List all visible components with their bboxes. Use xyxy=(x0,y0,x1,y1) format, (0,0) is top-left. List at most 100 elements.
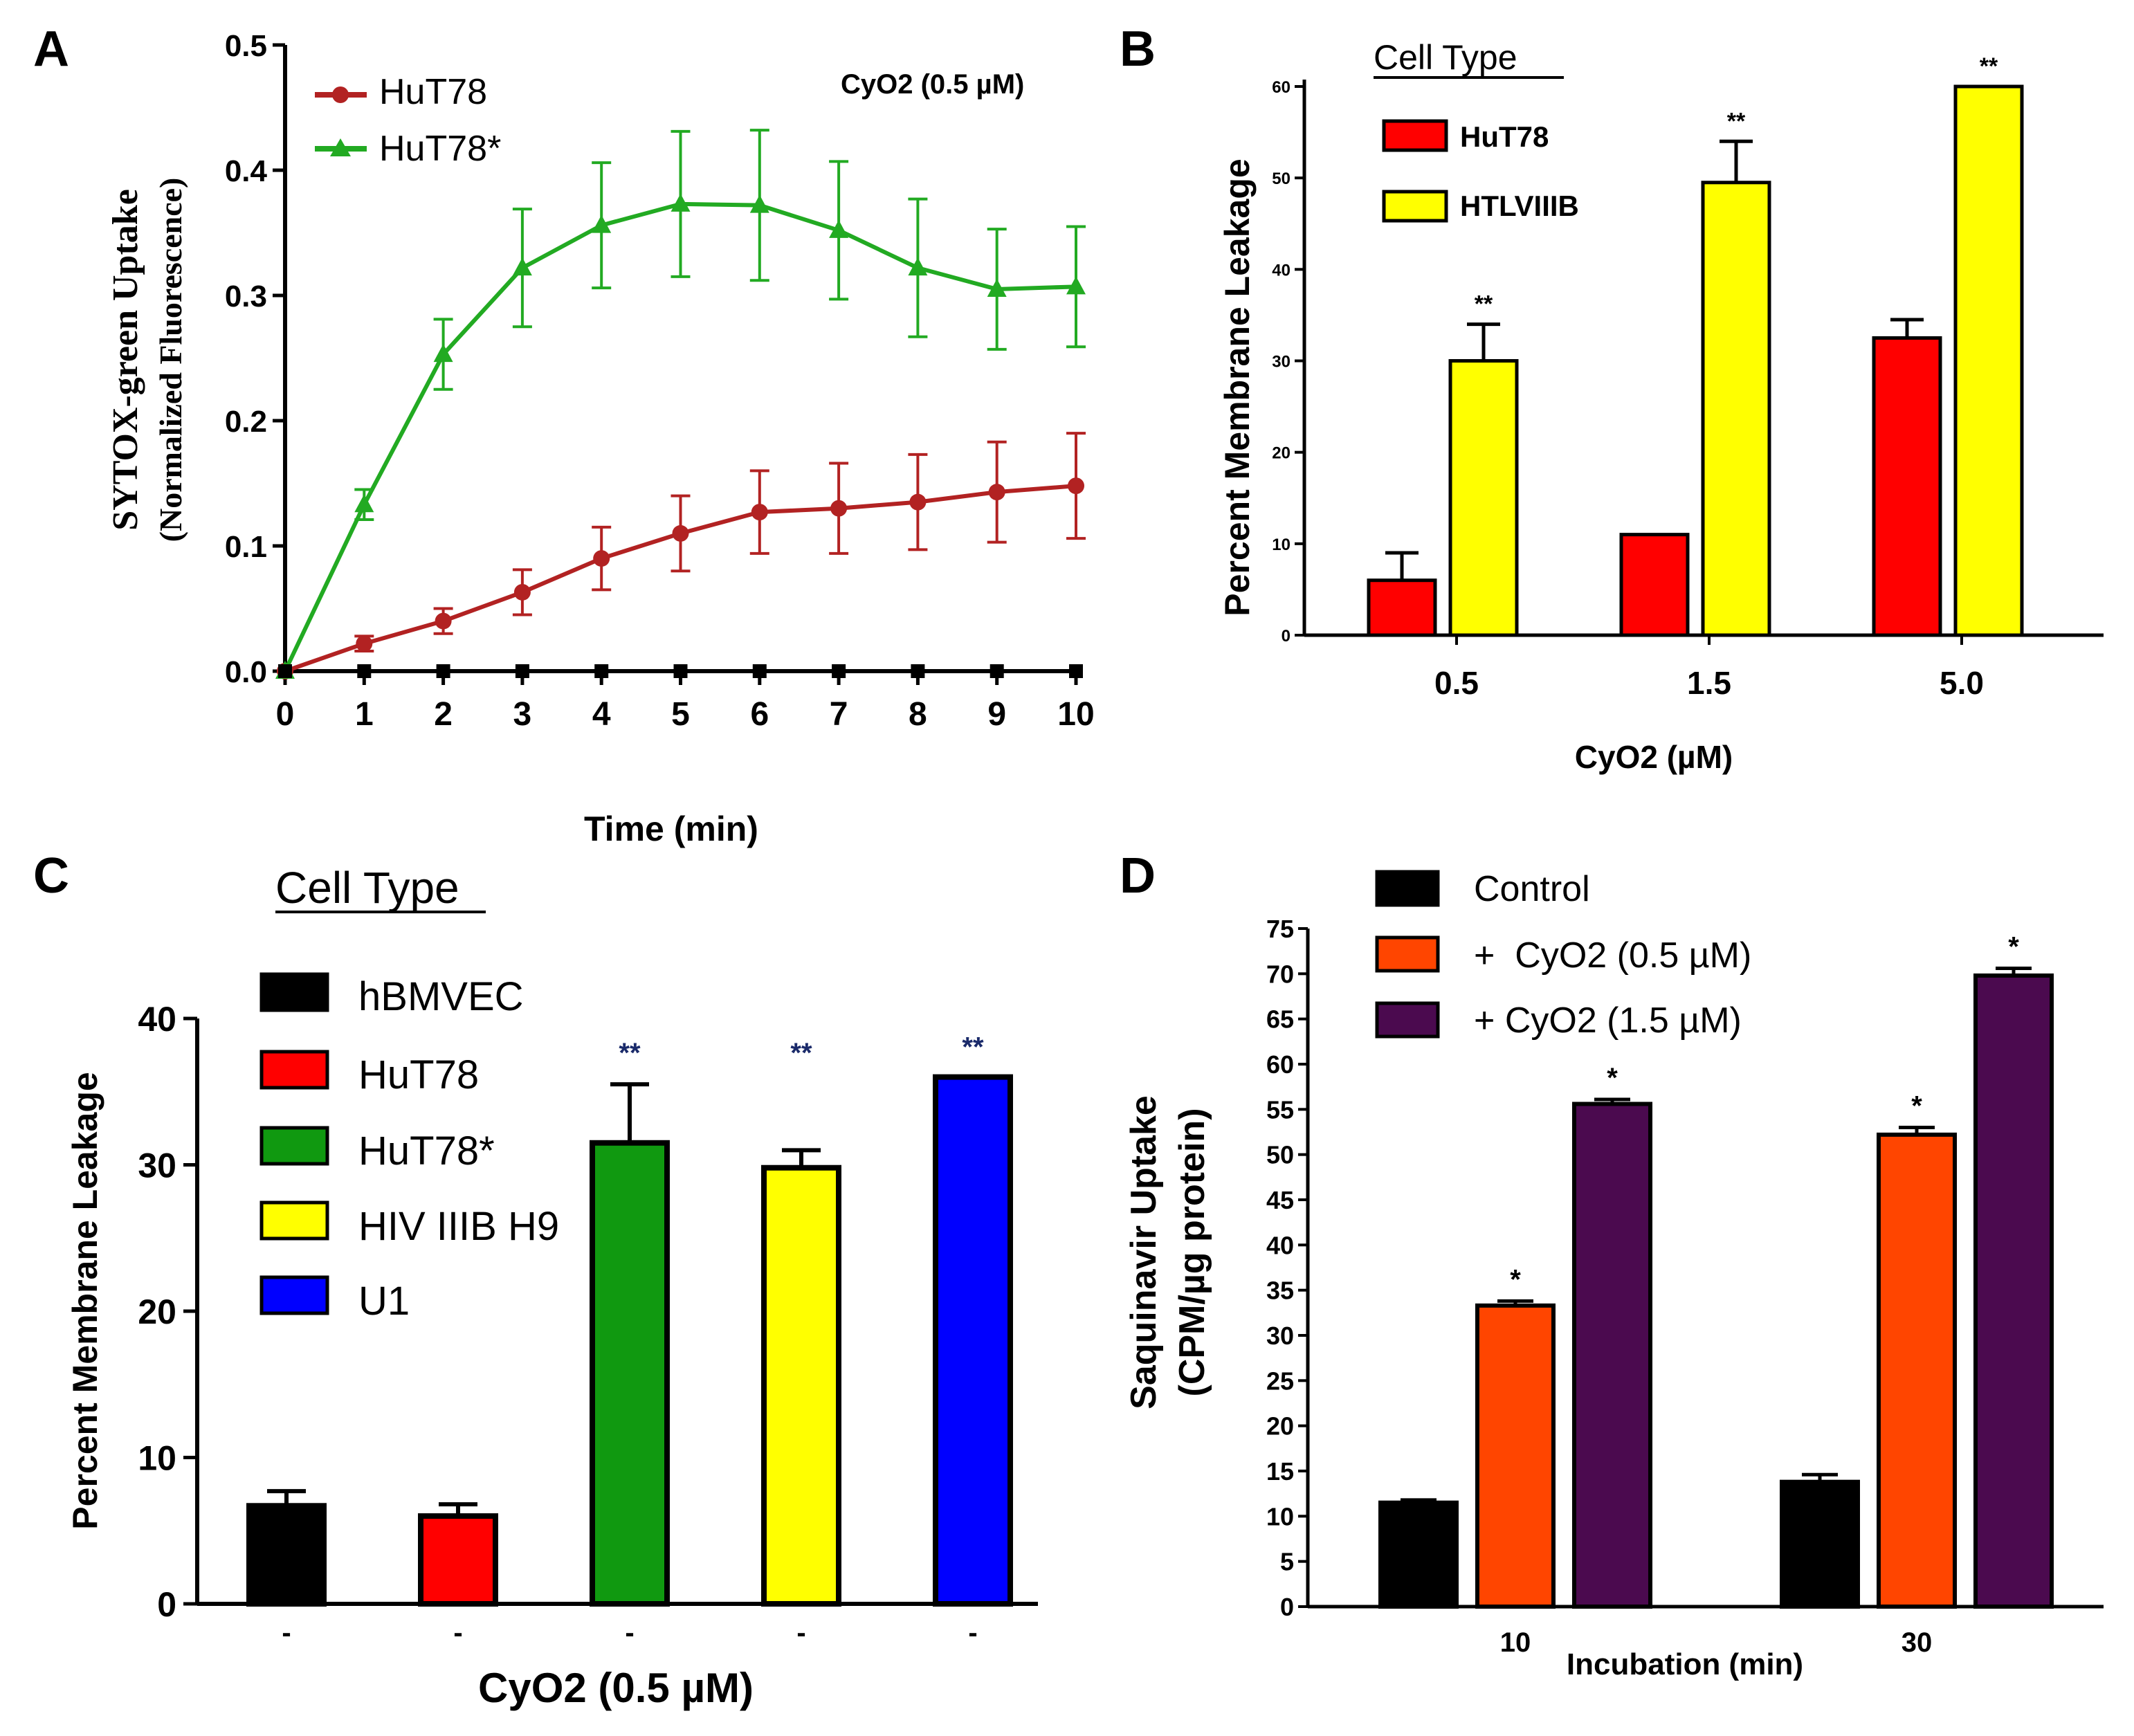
c-significance: ** xyxy=(790,1038,812,1068)
a-point-baseline xyxy=(832,664,846,678)
d-ytick-label: 15 xyxy=(1266,1457,1294,1486)
panel-c-bar-chart: Percent Membrane Leakage CyO2 (0.5 µM) C… xyxy=(66,863,1038,1711)
a-ytick-label: 0.1 xyxy=(225,530,267,564)
d-ytick-label: 10 xyxy=(1266,1502,1294,1531)
c-xtick-label: - xyxy=(625,1618,634,1648)
d-ytick-label: 5 xyxy=(1280,1548,1294,1576)
c-significance: ** xyxy=(962,1032,984,1063)
legend-d-cyo2-high-swatch xyxy=(1375,1001,1440,1039)
c-xtick-label: - xyxy=(796,1618,805,1648)
a-point-baseline xyxy=(990,664,1004,678)
legend-hut78-label: HuT78 xyxy=(379,72,487,112)
legend-d-cyo2-high-label: + CyO2 (1.5 µM) xyxy=(1474,1001,1742,1041)
legend-hut78star-label: HuT78* xyxy=(379,129,501,169)
b-bar-htlviiib xyxy=(1448,359,1519,637)
d-significance: * xyxy=(1911,1090,1922,1121)
a-point-hut78 xyxy=(513,583,531,601)
panel-d-ylabel2: (CPM/µg protein) xyxy=(1172,1108,1212,1396)
d-ytick-label: 35 xyxy=(1266,1277,1294,1305)
d-ytick-label: 75 xyxy=(1266,915,1294,943)
a-point-hut78star xyxy=(908,257,928,276)
a-xtick-label: 9 xyxy=(987,696,1006,733)
d-significance: * xyxy=(2008,931,2019,962)
panel-c-legend-title: Cell Type xyxy=(275,863,459,913)
c-xtick-label: - xyxy=(282,1618,291,1648)
panel-d-ylabel: Saquinavir Uptake xyxy=(1124,1095,1164,1409)
legend-hut78-marker xyxy=(332,86,349,103)
legend-c-hut78-label: HuT78 xyxy=(358,1052,479,1097)
a-point-baseline xyxy=(1069,664,1083,678)
panel-c-xlabel: CyO2 (0.5 µM) xyxy=(478,1665,754,1711)
panel-b-legend: Cell Type HuT78 HTLVIIIB xyxy=(1374,38,1579,223)
b-bar-htlviiib xyxy=(1953,84,2024,637)
d-significance: * xyxy=(1607,1063,1618,1093)
b-ytick-label: 50 xyxy=(1272,170,1291,188)
a-xtick-label: 6 xyxy=(750,696,769,733)
panel-label-d: D xyxy=(1120,848,1156,904)
b-significance: ** xyxy=(1980,53,1998,80)
a-point-hut78 xyxy=(988,484,1005,501)
legend-b-htlv-label: HTLVIIIB xyxy=(1460,190,1579,222)
panel-a-annotation: CyO2 (0.5 µM) xyxy=(841,69,1024,100)
d-bar-cyo2-0-5 xyxy=(1877,1132,1957,1609)
b-ytick-label: 60 xyxy=(1272,78,1291,97)
a-point-baseline xyxy=(436,664,450,678)
c-bar-hut78 xyxy=(418,1513,498,1607)
d-bar-cyo2-1-5 xyxy=(1572,1102,1652,1609)
panel-d-legend: Control + CyO2 (0.5 µM) + CyO2 (1.5 µM) xyxy=(1375,869,1751,1041)
b-bar-hut78 xyxy=(1367,578,1437,637)
a-xtick-label: 4 xyxy=(592,696,611,733)
panel-a-ylabel2: (Normalized Fluorescence) xyxy=(153,178,188,542)
b-ytick-label: 30 xyxy=(1272,353,1291,372)
legend-b-hut78-swatch xyxy=(1382,119,1448,152)
c-ytick-label: 10 xyxy=(138,1439,176,1478)
legend-c-hut78-swatch xyxy=(259,1050,329,1090)
d-bar-control xyxy=(1780,1479,1860,1609)
panel-a-ylabel: SYTOX-green Uptake xyxy=(106,189,145,531)
d-ytick-label: 70 xyxy=(1266,960,1294,988)
a-point-hut78 xyxy=(1068,477,1084,495)
a-xtick-label: 8 xyxy=(909,696,927,733)
a-xtick-label: 7 xyxy=(830,696,848,733)
legend-hut78star-marker xyxy=(330,138,351,156)
legend-c-hut78star-label: HuT78* xyxy=(358,1129,495,1173)
a-point-hut78 xyxy=(672,524,689,542)
a-point-hut78 xyxy=(356,635,373,652)
legend-d-cyo2-low-swatch xyxy=(1375,935,1440,973)
legend-c-u1-swatch xyxy=(259,1275,329,1315)
a-point-baseline xyxy=(594,664,609,678)
b-ytick-label: 20 xyxy=(1272,444,1291,463)
a-ytick-label: 0.0 xyxy=(225,655,267,689)
a-point-hut78 xyxy=(435,612,452,630)
panel-b-ylabel: Percent Membrane Leakage xyxy=(1218,158,1257,616)
c-ytick-label: 0 xyxy=(157,1585,176,1624)
c-ytick-label: 40 xyxy=(138,1000,176,1039)
d-xtick-label: 30 xyxy=(1902,1627,1933,1658)
b-significance: ** xyxy=(1727,108,1746,134)
panel-a-xlabel: Time (min) xyxy=(584,810,758,848)
a-point-hut78star xyxy=(987,278,1007,297)
d-ytick-label: 40 xyxy=(1266,1231,1294,1259)
panel-label-b: B xyxy=(1120,21,1156,77)
a-point-hut78 xyxy=(751,504,768,521)
c-bar-hiv-iiib-h9 xyxy=(761,1164,841,1607)
legend-c-hiv-label: HIV IIIB H9 xyxy=(358,1204,559,1249)
a-point-baseline xyxy=(752,664,767,678)
legend-b-hut78-label: HuT78 xyxy=(1460,120,1549,153)
a-point-baseline xyxy=(515,664,529,678)
a-ytick-label: 0.4 xyxy=(225,154,268,188)
panel-d-xlabel: Incubation (min) xyxy=(1567,1647,1803,1681)
a-point-baseline xyxy=(357,664,372,678)
d-bar-cyo2-0-5 xyxy=(1475,1303,1556,1609)
a-point-hut78star xyxy=(749,194,769,213)
b-bar-hut78 xyxy=(1619,533,1690,637)
a-ytick-label: 0.2 xyxy=(225,405,267,439)
legend-c-hut78star-swatch xyxy=(259,1126,329,1166)
a-point-hut78 xyxy=(830,500,848,517)
b-bar-hut78 xyxy=(1872,336,1942,637)
panel-d-bar-chart: Saquinavir Uptake (CPM/µg protein) Incub… xyxy=(1124,869,2104,1681)
d-ytick-label: 50 xyxy=(1266,1141,1294,1169)
panel-label-c: C xyxy=(33,848,69,904)
a-point-hut78star xyxy=(1066,276,1086,295)
